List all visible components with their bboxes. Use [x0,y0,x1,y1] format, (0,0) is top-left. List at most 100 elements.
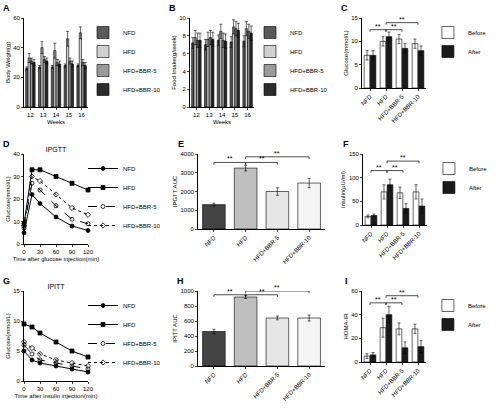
svg-text:10: 10 [13,318,20,324]
svg-text:HFD+BBR-10: HFD+BBR-10 [392,230,423,261]
svg-text:HFD: HFD [123,185,136,191]
svg-text:15: 15 [13,288,20,294]
svg-text:30: 30 [37,386,44,392]
svg-text:IPGTT: IPGTT [46,146,67,153]
svg-text:I: I [345,276,348,286]
svg-text:5: 5 [17,348,21,354]
svg-text:Glucose(mmol/L): Glucose(mmol/L) [5,313,11,359]
svg-text:**: ** [274,284,280,291]
svg-text:HFD: HFD [376,367,389,380]
svg-text:60: 60 [53,386,60,392]
svg-text:HFD: HFD [123,322,136,328]
svg-text:After: After [469,185,482,191]
svg-text:90: 90 [69,386,76,392]
svg-text:16: 16 [78,112,85,118]
svg-text:HFD+BBR-5: HFD+BBR-5 [123,68,157,74]
svg-text:HFD+BBR-5: HFD+BBR-5 [377,367,405,395]
svg-text:0: 0 [17,378,21,384]
svg-text:Time after glucose injection(m: Time after glucose injection(min) [13,256,99,262]
svg-text:NFD: NFD [123,166,136,172]
svg-text:600: 600 [184,318,195,324]
svg-text:**: ** [399,289,405,296]
svg-text:4: 4 [183,69,187,75]
svg-text:10: 10 [13,219,20,225]
svg-text:30: 30 [13,174,20,180]
svg-text:12: 12 [193,112,200,118]
svg-text:**: ** [400,154,406,161]
svg-text:HFD+BBR-10: HFD+BBR-10 [391,93,422,124]
svg-text:NFD: NFD [123,30,136,36]
svg-text:HFD: HFD [377,230,390,243]
svg-text:Weeks: Weeks [213,119,231,125]
svg-text:Before: Before [469,166,487,172]
svg-text:**: ** [227,288,233,295]
svg-text:G: G [3,276,10,286]
svg-text:12: 12 [27,112,34,118]
svg-text:IPITT: IPITT [47,283,65,290]
svg-text:15: 15 [231,112,238,118]
svg-text:14: 14 [53,112,60,118]
svg-text:C: C [341,3,348,13]
svg-text:0: 0 [22,386,26,392]
svg-text:HFD+BBR-5: HFD+BBR-5 [252,234,280,262]
svg-text:50: 50 [352,198,359,204]
svg-text:B: B [169,3,176,13]
svg-text:3000: 3000 [181,170,195,176]
svg-text:5: 5 [355,62,359,68]
svg-text:Food Intake(g/week): Food Intake(g/week) [171,35,177,90]
svg-text:20: 20 [351,335,358,341]
svg-text:400: 400 [184,333,195,339]
svg-text:**: ** [376,164,382,171]
svg-text:100: 100 [349,175,360,181]
svg-text:Time after insulin injection(m: Time after insulin injection(min) [15,393,98,399]
svg-text:40: 40 [351,312,358,318]
svg-text:HFD: HFD [123,49,136,55]
svg-text:0: 0 [355,359,359,365]
svg-text:150: 150 [349,151,360,157]
svg-text:0: 0 [183,104,187,110]
svg-text:**: ** [227,155,233,162]
svg-text:15: 15 [351,15,358,21]
svg-text:HFD+BBR-10: HFD+BBR-10 [282,234,313,265]
svg-text:**: ** [391,296,397,303]
svg-text:D: D [3,139,10,149]
svg-text:IPITT AUC: IPITT AUC [172,314,178,343]
svg-text:HFD+BBR-10: HFD+BBR-10 [290,87,328,93]
svg-text:120: 120 [83,386,94,392]
svg-text:**: ** [399,16,405,23]
svg-text:2: 2 [183,86,187,92]
svg-text:insulin(μU/ml): insulin(μU/ml) [340,171,346,208]
svg-text:HFD+BBR-10: HFD+BBR-10 [282,371,313,402]
svg-text:F: F [343,139,349,149]
svg-text:E: E [178,139,184,149]
svg-text:0: 0 [191,363,195,369]
svg-text:0: 0 [22,249,26,255]
svg-text:Weeks: Weeks [47,119,65,125]
svg-text:40: 40 [13,45,20,51]
svg-text:H: H [177,276,184,286]
svg-text:HFD+BBR-10: HFD+BBR-10 [123,223,161,229]
svg-text:HFD: HFD [290,49,303,55]
svg-text:0: 0 [191,226,195,232]
svg-text:HFD: HFD [235,234,248,247]
svg-text:800: 800 [184,303,195,309]
svg-text:Body Weight(g): Body Weight(g) [5,42,11,83]
svg-text:A: A [3,3,10,13]
svg-text:14: 14 [219,112,226,118]
svg-text:HFD+BBR-10: HFD+BBR-10 [391,367,422,398]
svg-text:NFD: NFD [361,230,374,243]
svg-text:13: 13 [40,112,47,118]
svg-text:8: 8 [183,33,187,39]
svg-text:20: 20 [13,74,20,80]
svg-text:0: 0 [356,222,360,228]
svg-text:HOMA-IR: HOMA-IR [343,313,349,340]
svg-text:4000: 4000 [181,151,195,157]
svg-text:HFD+BBR-10: HFD+BBR-10 [123,87,161,93]
svg-text:60: 60 [13,15,20,21]
svg-text:HFD+BBR-5: HFD+BBR-5 [123,341,157,347]
svg-text:**: ** [259,155,265,162]
svg-text:**: ** [274,150,280,157]
svg-text:40: 40 [13,151,20,157]
svg-text:**: ** [375,23,381,30]
svg-text:30: 30 [37,249,44,255]
